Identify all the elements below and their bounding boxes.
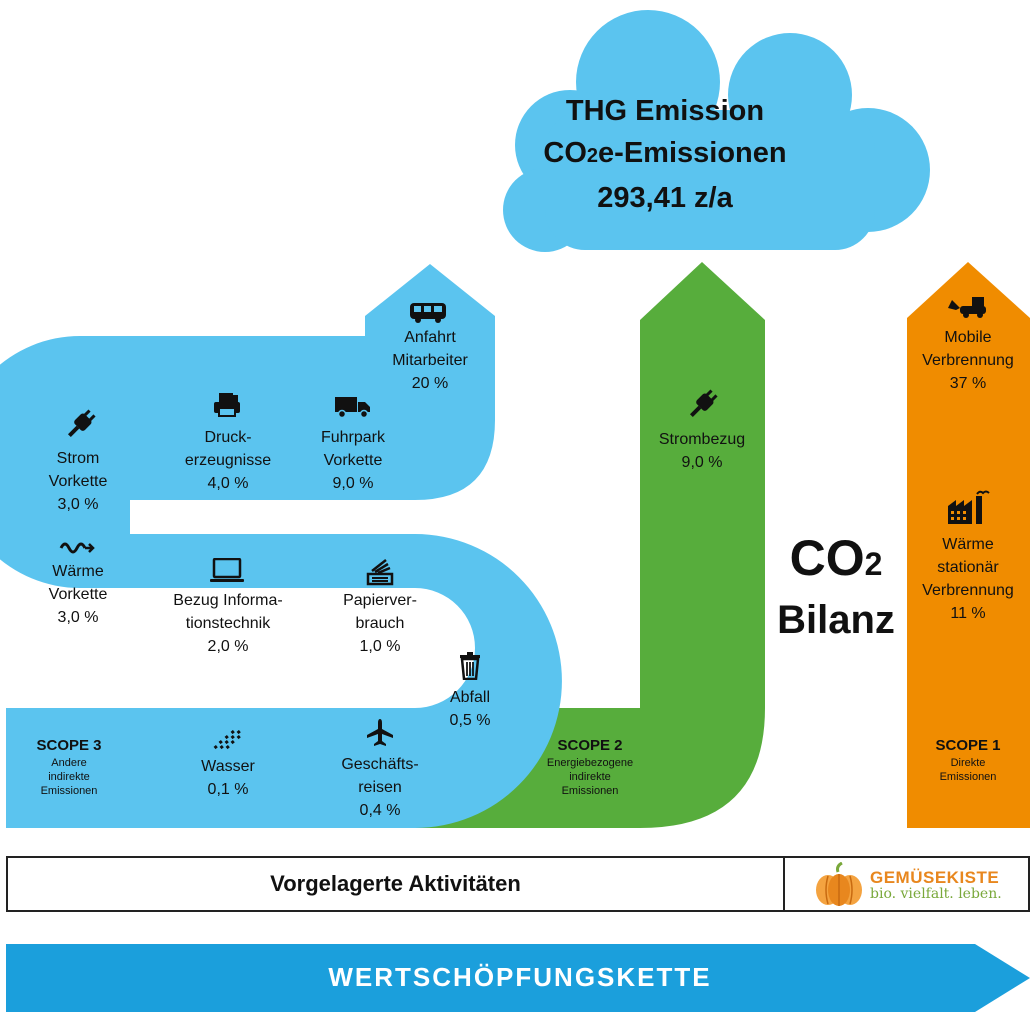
scope2-arrow <box>415 262 765 828</box>
scope3-label: SCOPE 3 Andere indirekte Emissionen <box>36 737 102 797</box>
pumpkin-icon <box>816 862 862 906</box>
logo-name: GEMÜSEKISTE <box>870 868 1000 887</box>
scope3-path <box>0 264 562 828</box>
cloud-subtitle: CO2e-Emissionen <box>543 137 787 169</box>
item-papierverbrauch: Papierver-brauch 1,0 % <box>343 592 417 655</box>
upstream-activities-label: Vorgelagerte Aktivitäten <box>8 858 785 910</box>
item-druckerzeugnisse: Druck-erzeugnisse 4,0 % <box>184 429 272 492</box>
cloud-total: 293,41 z/a <box>597 182 733 214</box>
truck-icon <box>335 397 370 419</box>
upstream-activities-bar: Vorgelagerte Aktivitäten GEMÜSEKISTE bio… <box>6 856 1030 912</box>
trash-icon <box>460 652 480 680</box>
logo-tagline: bio. vielfalt. leben. <box>870 886 1002 902</box>
paper-stack-icon <box>366 559 394 586</box>
co2-bilanz-title: CO2 Bilanz <box>777 530 895 642</box>
printer-icon <box>214 393 240 417</box>
item-strombezug: Strombezug 9,0 % <box>658 431 746 471</box>
plug-icon <box>689 389 718 418</box>
heat-wave-icon <box>59 542 95 554</box>
factory-icon <box>948 490 990 524</box>
item-waerme-vorkette: Wärme Vorkette 3,0 % <box>48 563 108 626</box>
item-mobile-verbrennung: Mobile Verbrennung 37 % <box>922 329 1014 392</box>
value-chain-arrow <box>6 944 1030 1012</box>
scope1-arrow <box>907 262 1030 828</box>
scope1-label: SCOPE 1 Direkte Emissionen <box>935 737 1001 783</box>
emission-cloud <box>503 10 930 252</box>
gemuesekiste-logo: GEMÜSEKISTE bio. vielfalt. leben. <box>812 862 1022 908</box>
item-waerme-stationaer-verbrennung: Wärme stationär Verbrennung 11 % <box>922 536 1014 622</box>
item-anfahrt-mitarbeiter: Anfahrt Mitarbeiter 20 % <box>392 329 468 392</box>
item-abfall: Abfall 0,5 % <box>449 689 491 729</box>
water-drops-icon <box>213 730 241 750</box>
item-strom-vorkette: Strom Vorkette 3,0 % <box>48 450 108 513</box>
value-chain-label: WERTSCHÖPFUNGSKETTE <box>328 962 712 992</box>
laptop-icon <box>210 558 244 582</box>
cloud-title: THG Emission <box>565 95 765 127</box>
item-informationstechnik: Bezug Informa-tionstechnik 2,0 % <box>173 592 283 655</box>
plug-icon <box>67 409 96 438</box>
airplane-icon <box>367 719 393 746</box>
bus-icon <box>410 303 446 323</box>
item-wasser: Wasser 0,1 % <box>201 758 255 798</box>
item-fuhrpark-vorkette: Fuhrpark Vorkette 9,0 % <box>320 429 386 492</box>
item-geschaeftsreisen: Geschäfts-reisen 0,4 % <box>341 756 419 819</box>
cloud-text: THG Emission CO2e-Emissionen 293,41 z/a <box>543 90 786 219</box>
scope2-label: SCOPE 2 Energiebezogene indirekte Emissi… <box>546 737 634 797</box>
excavator-icon <box>948 297 986 318</box>
